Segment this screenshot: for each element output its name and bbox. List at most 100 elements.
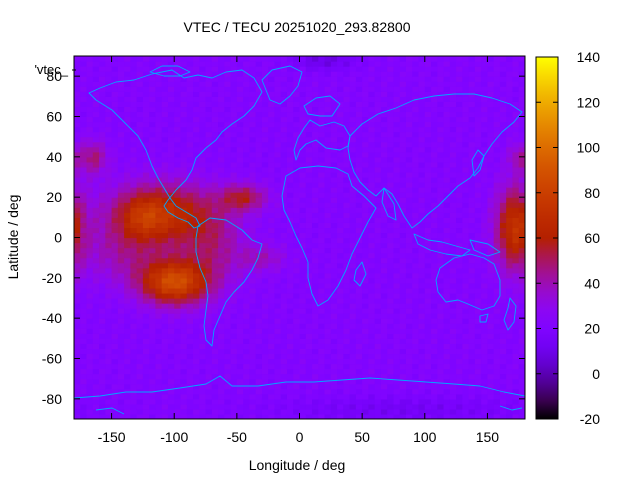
heatmap-cell [117,177,125,183]
heatmap-cell [249,413,257,419]
heatmap-cell [161,348,169,355]
heatmap-cell [205,343,213,350]
heatmap-cell [274,171,282,178]
heatmap-cell [324,303,332,309]
heatmap-cell [368,298,376,304]
heatmap-cell [111,96,119,102]
heatmap-cell [443,166,451,173]
heatmap-cell [443,96,451,102]
heatmap-cell [380,166,388,173]
heatmap-cell [418,161,426,168]
heatmap-cell [218,237,225,244]
heatmap-cell [374,182,382,188]
heatmap-cell [193,192,200,198]
heatmap-cell [487,333,495,339]
heatmap-cell [499,227,507,234]
heatmap-cell [393,403,401,410]
heatmap-cell [380,272,388,279]
heatmap-cell [418,187,426,193]
heatmap-cell [193,373,200,380]
heatmap-cell [437,323,445,329]
heatmap-cell [280,91,288,97]
heatmap-cell [493,141,501,148]
heatmap-cell [462,61,470,67]
heatmap-cell [293,106,301,113]
heatmap-cell [337,343,344,350]
heatmap-cell [224,308,232,314]
heatmap-cell [92,116,100,123]
heatmap-cell [268,151,276,158]
heatmap-cell [193,383,200,390]
heatmap-cell [405,227,413,234]
heatmap-cell [293,242,301,249]
heatmap-cell [80,363,88,370]
heatmap-cell [211,136,219,143]
heatmap-cell [374,363,382,370]
heatmap-cell [468,262,476,269]
heatmap-cell [380,101,388,108]
heatmap-cell [105,177,113,183]
heatmap-cell [374,378,382,385]
heatmap-cell [324,373,332,380]
heatmap-cell [312,308,319,314]
heatmap-cell [343,413,351,419]
heatmap-cell [368,272,376,279]
heatmap-cell [493,56,501,62]
heatmap-cell [199,313,207,319]
heatmap-cell [142,202,150,208]
heatmap-cell [349,111,357,118]
heatmap-cell [236,383,244,390]
heatmap-cell [449,393,457,400]
heatmap-cell [286,91,294,97]
heatmap-cell [111,373,119,380]
heatmap-cell [167,368,175,375]
heatmap-cell [230,282,238,289]
heatmap-cell [481,197,489,203]
heatmap-cell [92,202,100,208]
heatmap-cell [299,171,307,178]
heatmap-cell [330,348,338,355]
heatmap-cell [299,121,307,128]
heatmap-cell [224,328,232,334]
heatmap-cell [92,56,100,62]
heatmap-cell [343,212,351,218]
heatmap-cell [424,378,432,385]
heatmap-cell [299,161,307,168]
heatmap-cell [318,187,326,193]
heatmap-cell [299,156,307,163]
heatmap-cell [362,383,369,390]
heatmap-cell [312,252,319,259]
heatmap-cell [487,227,495,234]
heatmap-cell [268,91,276,97]
heatmap-cell [468,146,476,153]
heatmap-cell [405,207,413,213]
heatmap-cell [130,91,138,97]
heatmap-cell [474,76,482,82]
heatmap-cell [149,96,157,102]
heatmap-cell [124,348,131,355]
heatmap-cell [236,363,244,370]
heatmap-cell [399,383,407,390]
heatmap-cell [443,197,451,203]
heatmap-cell [393,398,401,405]
heatmap-cell [136,126,144,133]
heatmap-cell [99,91,106,97]
heatmap-cell [243,262,250,269]
heatmap-cell [218,106,225,113]
heatmap-cell [80,171,88,178]
heatmap-cell [393,252,401,259]
heatmap-cell [211,262,219,269]
heatmap-cell [193,81,200,87]
heatmap-cell [199,101,207,108]
heatmap-cell [299,333,307,339]
heatmap-cell [437,368,445,375]
heatmap-cell [155,66,163,72]
heatmap-cell [387,187,395,193]
heatmap-cell [431,232,438,239]
heatmap-cell [456,106,463,113]
heatmap-cell [199,328,207,334]
heatmap-cell [324,227,332,234]
heatmap-cell [368,202,376,208]
heatmap-cell [412,86,420,92]
heatmap-cell [380,318,388,324]
